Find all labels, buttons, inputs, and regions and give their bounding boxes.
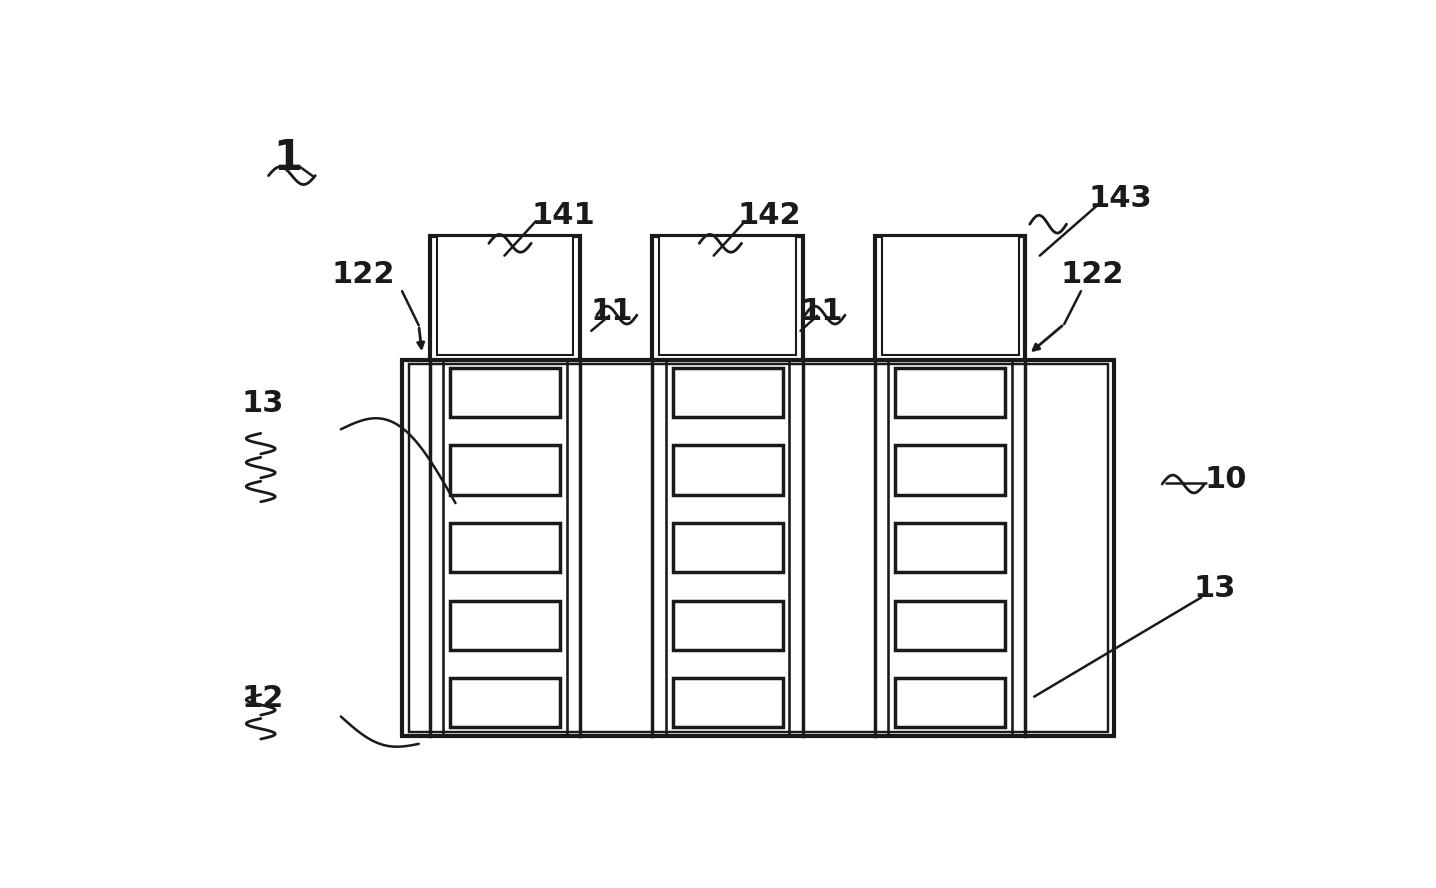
- Bar: [895, 523, 1005, 572]
- Bar: [875, 236, 1025, 360]
- Bar: [429, 236, 580, 360]
- Bar: [449, 523, 560, 572]
- Bar: [672, 600, 783, 650]
- Bar: [672, 368, 783, 417]
- Bar: [449, 368, 560, 417]
- Bar: [659, 236, 796, 355]
- Bar: [895, 600, 1005, 650]
- Bar: [895, 446, 1005, 495]
- Text: 11: 11: [590, 297, 632, 326]
- Bar: [449, 446, 560, 495]
- Bar: [409, 364, 1107, 732]
- Text: 122: 122: [1060, 259, 1124, 289]
- Text: 1: 1: [273, 137, 302, 178]
- Text: 122: 122: [332, 259, 395, 289]
- Bar: [672, 523, 783, 572]
- Text: 13: 13: [241, 390, 284, 418]
- Bar: [895, 678, 1005, 727]
- Text: 141: 141: [531, 202, 596, 231]
- Text: 13: 13: [1193, 575, 1236, 603]
- Bar: [449, 678, 560, 727]
- Bar: [402, 360, 1114, 735]
- Text: 142: 142: [738, 202, 801, 231]
- Bar: [895, 368, 1005, 417]
- Text: 11: 11: [800, 297, 843, 326]
- Bar: [437, 236, 573, 355]
- Bar: [652, 236, 803, 360]
- Bar: [672, 678, 783, 727]
- Bar: [449, 600, 560, 650]
- Bar: [672, 446, 783, 495]
- Text: 143: 143: [1088, 185, 1152, 213]
- Text: 12: 12: [241, 684, 284, 712]
- Bar: [882, 236, 1018, 355]
- Text: 10: 10: [1205, 464, 1246, 494]
